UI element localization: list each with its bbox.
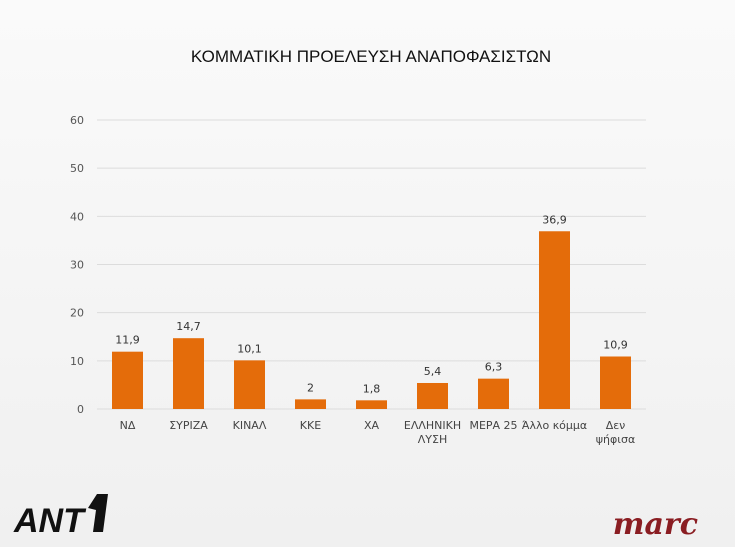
category-label: ΣΥΡΙΖΑ xyxy=(169,419,208,432)
bar xyxy=(112,351,143,409)
y-tick-label: 60 xyxy=(70,114,84,127)
category-label: ΚΚΕ xyxy=(300,419,321,432)
data-label: 14,7 xyxy=(176,320,201,333)
category-label: ΝΔ xyxy=(120,419,136,432)
category-label: ΚΙΝΑΛ xyxy=(233,419,267,432)
y-tick-label: 30 xyxy=(70,259,84,272)
category-label: ΜΕΡΑ 25 xyxy=(469,419,517,432)
ant1-logo-text: ANT xyxy=(13,502,87,540)
data-label: 10,9 xyxy=(603,338,628,351)
category-label: ΧΑ xyxy=(364,419,380,432)
bar xyxy=(295,399,326,409)
ant1-logo: ANT xyxy=(13,494,108,540)
bar xyxy=(600,356,631,409)
category-label: Άλλο κόμμα xyxy=(522,419,587,432)
y-tick-label: 0 xyxy=(77,403,84,416)
category-label: Δεν xyxy=(606,419,626,432)
bar xyxy=(234,360,265,409)
y-tick-label: 40 xyxy=(70,210,84,223)
bar xyxy=(478,378,509,409)
data-label: 2 xyxy=(307,381,314,394)
data-label: 5,4 xyxy=(424,365,442,378)
data-label: 1,8 xyxy=(363,382,381,395)
chart-title: ΚΟΜΜΑΤΙΚΗ ΠΡΟΕΛΕΥΣΗ ΑΝΑΠΟΦΑΣΙΣΤΩΝ xyxy=(191,47,551,66)
bar xyxy=(417,382,448,409)
data-label: 36,9 xyxy=(542,213,567,226)
data-label: 6,3 xyxy=(485,361,503,374)
bars-layer: 11,9 ΝΔ 14,7 ΣΥΡΙΖΑ 10,1 ΚΙΝΑΛ 2 ΚΚΕ 1,8 ΧΑ 5,4 ΕΛΛ… xyxy=(112,213,635,446)
category-label: ΕΛΛΗΝΙΚΗ xyxy=(404,419,461,432)
ant1-logo-one-icon xyxy=(88,494,108,532)
y-tick-label: 10 xyxy=(70,355,84,368)
bar xyxy=(356,400,387,409)
y-tick-label: 50 xyxy=(70,162,84,175)
y-tick-label: 20 xyxy=(70,307,84,320)
data-label: 10,1 xyxy=(237,342,262,355)
bar xyxy=(539,231,570,409)
category-label: ψήφισα xyxy=(596,433,635,446)
bar xyxy=(173,338,204,409)
data-label: 11,9 xyxy=(115,334,140,347)
category-label: ΛΥΣΗ xyxy=(418,433,447,446)
marc-logo: marc xyxy=(613,507,698,542)
